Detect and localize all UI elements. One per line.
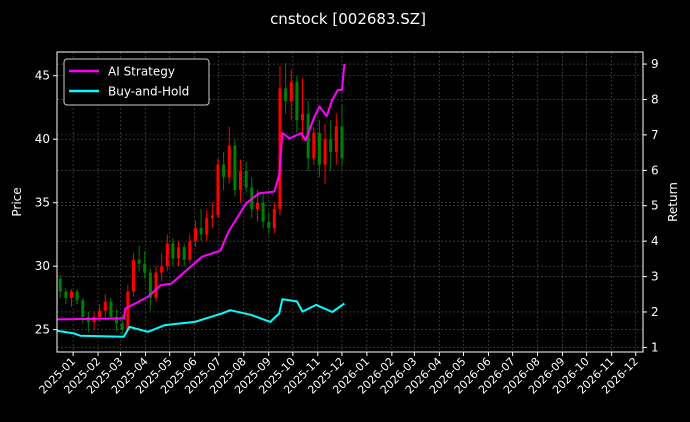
candle-body	[216, 164, 220, 216]
candle-body	[244, 170, 248, 188]
candle-body	[171, 243, 175, 259]
candle-body	[205, 217, 209, 235]
candle-body	[340, 126, 344, 159]
candle-body	[126, 291, 130, 330]
candle-body	[289, 82, 293, 102]
y2-tick-label: 4	[651, 234, 659, 248]
y-tick-label: 35	[35, 196, 50, 210]
candle-body	[160, 266, 164, 273]
legend-label-ai: AI Strategy	[108, 65, 175, 79]
candle-body	[188, 240, 192, 260]
legend-box	[63, 58, 210, 106]
candle-body	[103, 301, 107, 311]
candle-body	[295, 82, 299, 121]
y2-tick-label: 2	[651, 305, 659, 319]
buy-and-hold-line	[56, 298, 345, 338]
legend: AI Strategy Buy-and-Hold	[63, 58, 210, 106]
candle-body	[148, 272, 152, 298]
candle-body	[301, 113, 305, 121]
candle-body	[267, 221, 271, 229]
candle-body	[323, 139, 327, 165]
candle-body	[137, 259, 141, 264]
candle-body	[239, 170, 243, 191]
y2-axis-label: Return	[666, 182, 680, 222]
candle-body	[98, 310, 102, 317]
candle-body	[222, 164, 226, 178]
y-axis-label: Price	[10, 187, 24, 216]
candle-body	[199, 228, 203, 235]
y-axis-return: 1 2 3 4 5 6 7 8 9	[643, 57, 659, 354]
y-tick-label: 30	[35, 259, 50, 273]
y2-tick-label: 8	[651, 92, 659, 106]
candle-body	[131, 259, 135, 292]
candle-body	[284, 88, 288, 102]
candle-body	[115, 316, 119, 324]
candle-body	[317, 132, 321, 165]
y-tick-label: 45	[35, 69, 50, 83]
candle-body	[272, 209, 276, 229]
candle-body	[75, 291, 79, 301]
candle-body	[233, 145, 237, 191]
candle-body	[312, 132, 316, 159]
candle-body	[143, 263, 147, 273]
candle-body	[58, 278, 62, 292]
y-axis-price: 25 30 35 40 45	[35, 69, 57, 337]
y2-tick-label: 1	[651, 340, 659, 354]
candle-body	[165, 243, 169, 267]
candle-body	[177, 247, 181, 259]
candle-body	[64, 291, 68, 298]
y2-tick-label: 9	[651, 57, 659, 71]
x-axis: 2025-012025-022025-032025-042025-052025-…	[37, 352, 641, 397]
ai-strategy-line	[56, 63, 346, 321]
candle-body	[81, 300, 85, 317]
y2-tick-label: 5	[651, 199, 659, 213]
chart-title: cnstock [002683.SZ]	[270, 10, 426, 28]
candle-body	[193, 228, 197, 241]
y-tick-label: 40	[35, 132, 50, 146]
candle-body	[109, 301, 113, 317]
candle-body	[334, 126, 338, 152]
y2-tick-label: 6	[651, 163, 659, 177]
candle-body	[227, 145, 231, 178]
plot-frame	[56, 51, 644, 353]
series-lines	[56, 63, 346, 338]
candle-body	[182, 247, 186, 260]
candle-body	[255, 202, 259, 210]
candle-body	[120, 323, 124, 330]
legend-label-bh: Buy-and-Hold	[108, 85, 189, 99]
candle-body	[69, 291, 73, 298]
candle-body	[154, 272, 158, 298]
candle-body	[261, 202, 265, 222]
candle-body	[278, 88, 282, 210]
y2-tick-label: 7	[651, 128, 659, 142]
y-tick-label: 25	[35, 323, 50, 337]
candle-body	[329, 139, 333, 152]
y2-tick-label: 3	[651, 270, 659, 284]
candle-body	[210, 215, 214, 218]
